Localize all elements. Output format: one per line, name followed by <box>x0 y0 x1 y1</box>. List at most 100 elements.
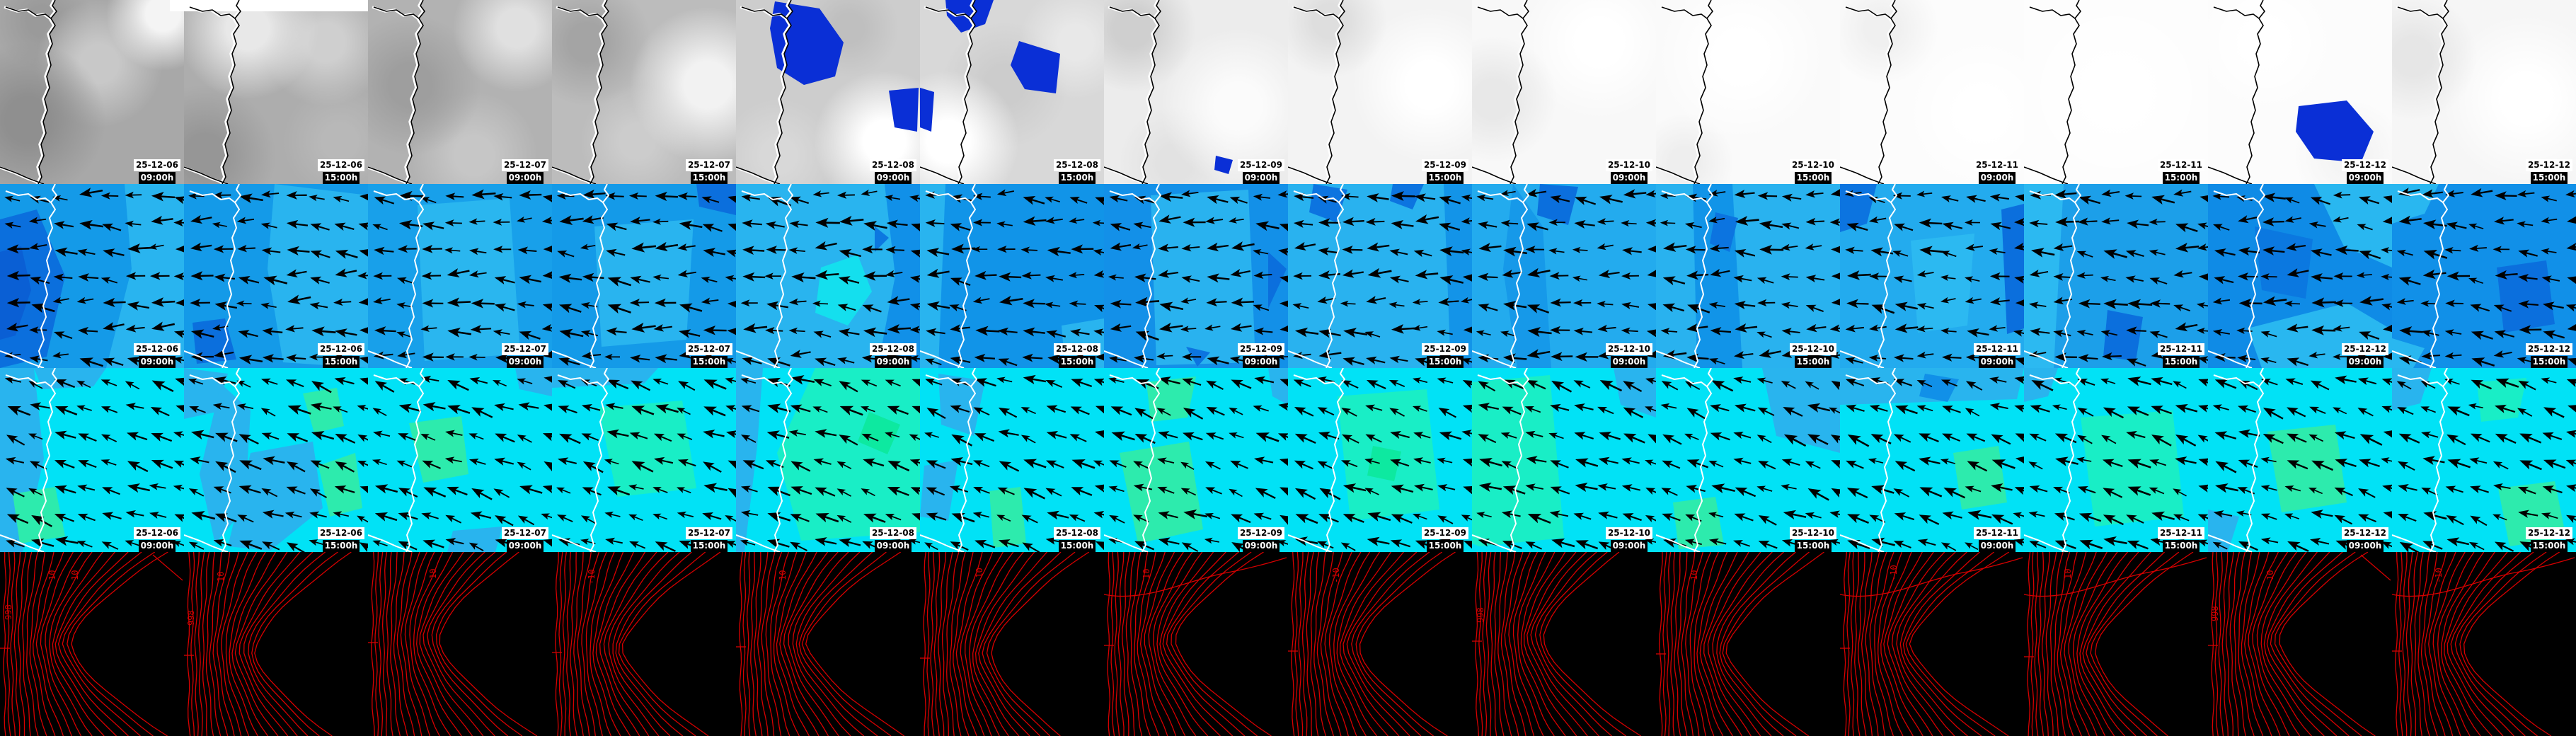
timestamp-date: 25-12-06 <box>317 159 364 171</box>
timestamp-label: 25-12-08 09:00h <box>869 527 916 552</box>
timestamp-time: 09:00h <box>2346 356 2384 368</box>
timestamp-date: 25-12-07 <box>685 527 732 539</box>
timestamp-date: 25-12-10 <box>1605 343 1652 355</box>
timestamp-time: 09:00h <box>1242 540 1280 552</box>
contour-label: 10 <box>2265 570 2275 580</box>
coastline <box>1840 0 1897 184</box>
panel-wind-upper-2: 25-12-06 15:00h <box>184 184 368 368</box>
panel-contours-6: -10 <box>920 552 1104 736</box>
panel-wind-lower-5: 25-12-08 09:00h <box>736 368 920 552</box>
coastline <box>1104 0 1161 184</box>
wind-arrows <box>740 375 920 551</box>
wind-arrows <box>1292 191 1472 367</box>
timestamp-date: 25-12-07 <box>501 159 548 171</box>
timestamp-label: 25-12-10 15:00h <box>1789 159 1836 184</box>
panel-wind-upper-10: 25-12-10 15:00h <box>1656 184 1840 368</box>
wind-arrows <box>556 377 736 552</box>
panel-wind-lower-6: 25-12-08 15:00h <box>920 368 1104 552</box>
timestamp-label: 25-12-07 09:00h <box>501 159 548 184</box>
timestamp-date: 25-12-07 <box>501 527 548 539</box>
timestamp-time: 15:00h <box>690 356 728 368</box>
panel-cloud-cover-10: 25-12-10 15:00h <box>1656 0 1840 184</box>
timestamp-label: 25-12-12 09:00h <box>2341 159 2388 184</box>
coastline <box>1840 368 1897 552</box>
timestamp-time: 15:00h <box>1794 172 1832 184</box>
contour-label: 10 <box>1142 569 1151 579</box>
timestamp-label: 25-12-12 15:00h <box>2525 527 2572 552</box>
contour-lines <box>2392 552 2575 736</box>
timestamp-label: 25-12-11 09:00h <box>1973 343 2020 368</box>
timestamp-date: 25-12-12 <box>2341 159 2388 171</box>
shaded-regions <box>2024 184 2143 368</box>
timestamp-date: 25-12-06 <box>317 527 364 539</box>
timestamp-date: 25-12-09 <box>1237 343 1284 355</box>
contour-lines <box>1840 552 2023 736</box>
wind-arrows <box>1476 188 1656 364</box>
timestamp-date: 25-12-06 <box>133 527 180 539</box>
timestamp-date: 25-12-10 <box>1605 527 1652 539</box>
coastline <box>2024 184 2081 368</box>
coastline <box>2208 0 2265 184</box>
coastline <box>1288 184 1345 368</box>
panel-contours-9: 998 <box>1472 552 1656 736</box>
panel-wind-lower-12: 25-12-11 15:00h <box>2024 368 2208 552</box>
coastline <box>184 0 241 184</box>
timestamp-date: 25-12-11 <box>2157 527 2204 539</box>
timestamp-label: 25-12-08 15:00h <box>1053 159 1100 184</box>
panel-wind-upper-4: 25-12-07 15:00h <box>552 184 736 368</box>
timestamp-date: 25-12-11 <box>2157 343 2204 355</box>
coastline <box>2392 184 2449 368</box>
timestamp-label: 25-12-07 09:00h <box>501 527 548 552</box>
panel-cloud-cover-12: 25-12-11 15:00h <box>2024 0 2208 184</box>
timestamp-date: 25-12-11 <box>1973 343 2020 355</box>
panel-wind-upper-3: 25-12-07 09:00h <box>368 184 552 368</box>
timestamp-label: 25-12-09 15:00h <box>1421 527 1468 552</box>
coastline <box>368 368 425 552</box>
panel-cloud-cover-5: 25-12-08 09:00h <box>736 0 920 184</box>
contour-lines <box>1288 552 1456 736</box>
timestamp-label: 25-12-11 15:00h <box>2157 527 2204 552</box>
panel-wind-lower-3: 25-12-07 09:00h <box>368 368 552 552</box>
timestamp-label: 25-12-06 15:00h <box>317 527 364 552</box>
panel-wind-lower-4: 25-12-07 15:00h <box>552 368 736 552</box>
timestamp-label: 25-12-08 09:00h <box>869 343 916 368</box>
timestamp-date: 25-12-06 <box>317 343 364 355</box>
panel-cloud-cover-13: 25-12-12 09:00h <box>2208 0 2392 184</box>
contour-label: -10 <box>974 568 984 583</box>
timestamp-time: 15:00h <box>1058 356 1096 368</box>
timestamp-time: 09:00h <box>506 356 544 368</box>
timestamp-date: 25-12-08 <box>1053 527 1100 539</box>
panel-wind-upper-9: 25-12-10 09:00h <box>1472 184 1656 368</box>
wind-arrows <box>556 189 736 367</box>
coastline <box>1288 368 1345 552</box>
panel-cloud-cover-14: 25-12-12 15:00h <box>2392 0 2576 184</box>
timestamp-label: 25-12-10 09:00h <box>1605 159 1652 184</box>
timestamp-time: 09:00h <box>1610 172 1648 184</box>
timestamp-date: 25-12-12 <box>2341 343 2388 355</box>
timestamp-date: 25-12-06 <box>133 343 180 355</box>
shaded-regions <box>1472 368 1656 546</box>
timestamp-label: 25-12-09 09:00h <box>1237 527 1284 552</box>
timestamp-label: 25-12-12 09:00h <box>2341 527 2388 552</box>
wind-arrows <box>1660 188 1840 365</box>
contour-lines <box>1472 552 1642 736</box>
coastline <box>736 0 793 184</box>
coastline <box>2024 368 2081 552</box>
timestamp-date: 25-12-10 <box>1605 159 1652 171</box>
wind-arrows <box>1293 376 1472 551</box>
precipitation-areas <box>184 0 368 11</box>
precipitation-areas <box>170 0 184 11</box>
wind-arrows <box>2028 376 2208 550</box>
timestamp-time: 09:00h <box>874 356 912 368</box>
contour-lines <box>736 552 905 736</box>
timestamp-time: 15:00h <box>690 540 728 552</box>
panel-wind-upper-12: 25-12-11 15:00h <box>2024 184 2208 368</box>
panel-wind-lower-2: 25-12-06 15:00h <box>184 368 368 552</box>
timestamp-label: 25-12-11 09:00h <box>1973 159 2020 184</box>
panel-cloud-cover-8: 25-12-09 15:00h <box>1288 0 1472 184</box>
timestamp-date: 25-12-07 <box>685 159 732 171</box>
contour-label: -10 <box>587 569 597 585</box>
panel-wind-lower-8: 25-12-09 15:00h <box>1288 368 1472 552</box>
contour-lines <box>920 552 1090 736</box>
